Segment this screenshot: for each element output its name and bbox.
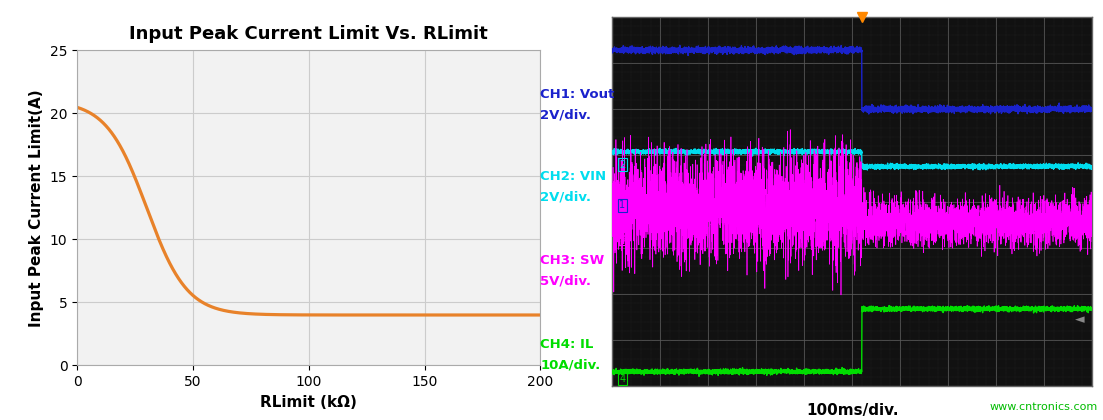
Text: CH3: SW: CH3: SW xyxy=(540,254,604,267)
Text: ◄: ◄ xyxy=(1075,313,1084,326)
Text: CH2: VIN: CH2: VIN xyxy=(540,170,607,183)
Text: CH4: IL: CH4: IL xyxy=(540,338,593,351)
Text: CH1: Vout: CH1: Vout xyxy=(540,88,614,101)
Text: 2V/div.: 2V/div. xyxy=(540,109,591,122)
Text: 4: 4 xyxy=(620,374,625,384)
Text: 2V/div.: 2V/div. xyxy=(540,191,591,204)
Text: 10A/div.: 10A/div. xyxy=(540,359,601,372)
X-axis label: RLimit (kΩ): RLimit (kΩ) xyxy=(260,395,357,409)
Y-axis label: Input Peak Current Limit(A): Input Peak Current Limit(A) xyxy=(30,89,44,327)
Text: 2: 2 xyxy=(620,160,625,170)
Text: 3: 3 xyxy=(620,234,625,244)
Text: 1: 1 xyxy=(620,200,625,210)
Text: 100ms/div.: 100ms/div. xyxy=(806,403,898,418)
Title: Input Peak Current Limit Vs. RLimit: Input Peak Current Limit Vs. RLimit xyxy=(129,25,489,43)
Text: 5V/div.: 5V/div. xyxy=(540,275,591,288)
Text: www.cntronics.com: www.cntronics.com xyxy=(989,402,1097,412)
